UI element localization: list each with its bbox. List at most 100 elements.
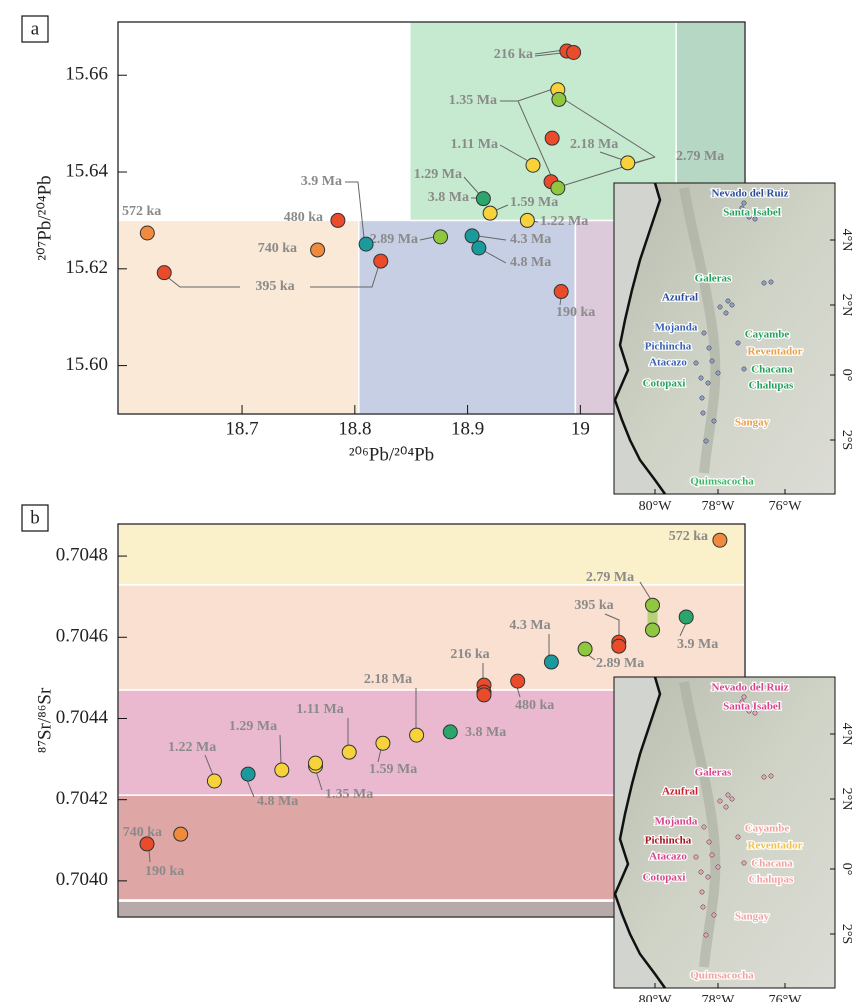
volcano-dot [723, 310, 729, 316]
region [358, 219, 577, 415]
volcano-dot [741, 366, 747, 372]
lat-label: 0° [839, 863, 854, 876]
annotation: 1.22 Ma [540, 214, 588, 229]
annotation: 2.18 Ma [570, 137, 618, 152]
volcano-label: Santa Isabel [723, 701, 781, 713]
volcano-dot [752, 710, 758, 716]
data-point [442, 724, 458, 740]
data-point [308, 755, 323, 771]
annotation: 2.79 Ma [586, 570, 634, 585]
map-frame [613, 676, 836, 989]
volcano-dot [735, 834, 741, 840]
volcano-label: Cotopaxi [643, 378, 686, 390]
region [117, 523, 746, 586]
leader-line [419, 236, 435, 241]
leader-line [377, 748, 382, 763]
data-point [433, 229, 449, 245]
volcano-dot [723, 804, 729, 810]
data-point [645, 597, 660, 613]
data-point [645, 622, 660, 638]
data-point [139, 836, 155, 852]
volcano-dot [739, 699, 745, 705]
leader-line [679, 622, 687, 637]
volcano-dot [701, 330, 707, 336]
data-point [409, 727, 425, 743]
volcano-dot [741, 860, 747, 866]
annotation: 480 ka [284, 210, 323, 225]
x-tick-label: 18.9 [451, 418, 484, 439]
annotation: 1.59 Ma [510, 195, 558, 210]
volcano-label: Nevado del Ruiz [712, 682, 789, 694]
leader-line [499, 144, 531, 163]
volcano-dot [705, 380, 711, 386]
y-axis-title: ²⁰⁷Pb/²⁰⁴Pb [34, 175, 55, 260]
annotation: 1.29 Ma [229, 719, 277, 734]
data-point [206, 773, 222, 789]
map-ridge [679, 187, 721, 474]
lon-label: 80°W [639, 499, 673, 514]
leader-line [477, 235, 507, 241]
data-point [620, 155, 636, 171]
data-point [471, 240, 487, 256]
annotation: 4.8 Ma [257, 794, 298, 809]
panel-label: a [31, 18, 40, 39]
volcano-label: Atacazo [649, 357, 687, 369]
volcano-label: Reventador [748, 840, 803, 852]
inset-map: Nevado del Ruiz Santa Isabel Galeras Azufra… [613, 676, 854, 1002]
inset-map: Nevado del Ruiz Santa Isabel Galeras Azufra… [613, 182, 854, 514]
lat-label: 2°N [839, 788, 854, 811]
y-tick-label: 0.7048 [56, 544, 108, 565]
panel-label: b [30, 507, 40, 528]
lat-label: 2°N [839, 294, 854, 317]
volcano-label: Chalupas [749, 874, 794, 886]
leader-line [463, 176, 481, 196]
volcano-dot [741, 200, 747, 206]
volcano-label: Chacana [751, 858, 793, 870]
annotation: 2.79 Ma [676, 149, 724, 164]
annotation: 190 ka [556, 305, 595, 320]
data-point [274, 762, 290, 778]
annotation: 480 ka [515, 698, 554, 713]
annotation: 3.9 Ma [301, 174, 342, 189]
region [117, 584, 746, 691]
volcano-dot [741, 694, 747, 700]
volcano-label: Cayambe [745, 823, 790, 835]
data-point [525, 157, 541, 173]
leader-line [148, 849, 151, 863]
annotation: 740 ka [123, 825, 162, 840]
data-point [375, 735, 391, 751]
volcano-dot [725, 298, 731, 304]
map-coastline [613, 182, 667, 495]
x-tick-label: 18.7 [225, 418, 258, 439]
volcano-dot [709, 852, 715, 858]
lat-label: 2°S [839, 430, 854, 450]
leader-line [604, 613, 620, 636]
volcano-label: Santa Isabel [723, 207, 781, 219]
volcano-label: Azufral [662, 292, 698, 304]
leader-line [516, 686, 521, 698]
data-point [464, 228, 480, 244]
data-point [577, 641, 593, 657]
volcano-dot [711, 912, 717, 918]
volcano-label: Chacana [751, 364, 793, 376]
volcano-dot [746, 708, 752, 714]
data-point [156, 265, 172, 281]
annotation: 216 ka [450, 647, 489, 662]
volcano-dot [761, 280, 767, 286]
data-point [712, 532, 728, 548]
map-coastline [613, 676, 667, 989]
lat-label: 4°N [839, 229, 854, 252]
data-point [476, 687, 492, 703]
data-point [139, 225, 155, 241]
data-point [475, 191, 491, 207]
volcano-dot [768, 279, 774, 285]
data-point [482, 205, 498, 221]
volcano-dot [746, 214, 752, 220]
data-point [543, 654, 559, 670]
map-frame [613, 182, 836, 495]
leader-line [534, 49, 565, 55]
leader-line [561, 97, 656, 158]
annotation: 395 ka [255, 279, 294, 294]
volcano-label: Sangay [735, 911, 770, 923]
annotation: 3.8 Ma [465, 725, 506, 740]
